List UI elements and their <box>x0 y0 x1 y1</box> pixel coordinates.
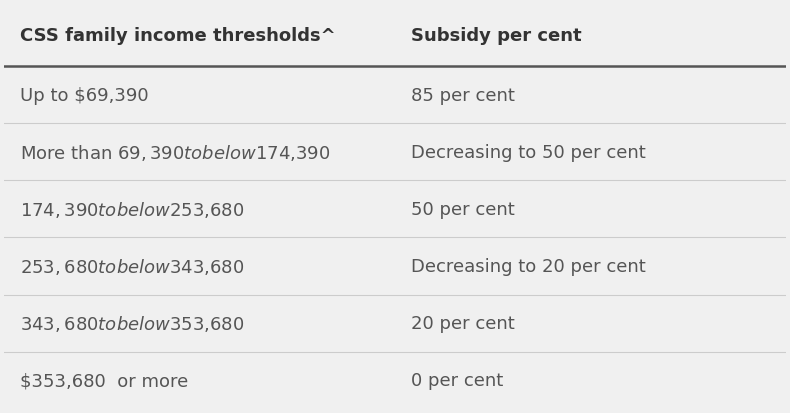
Text: 50 per cent: 50 per cent <box>411 200 514 218</box>
Text: Up to $69,390: Up to $69,390 <box>20 86 149 104</box>
Text: CSS family income thresholds^: CSS family income thresholds^ <box>20 26 336 45</box>
Text: 0 per cent: 0 per cent <box>411 371 503 389</box>
Text: $174,390 to below $253,680: $174,390 to below $253,680 <box>20 199 244 219</box>
Text: Subsidy per cent: Subsidy per cent <box>411 26 581 45</box>
Text: $253,680 to below $343,680: $253,680 to below $343,680 <box>20 256 244 276</box>
Text: 85 per cent: 85 per cent <box>411 86 514 104</box>
Text: $353,680  or more: $353,680 or more <box>20 371 188 389</box>
Text: More than $69,390 to below $174,390: More than $69,390 to below $174,390 <box>20 142 330 162</box>
Text: 20 per cent: 20 per cent <box>411 314 514 332</box>
Text: $343,680 to below $353,680: $343,680 to below $353,680 <box>20 313 244 333</box>
Text: Decreasing to 20 per cent: Decreasing to 20 per cent <box>411 257 645 275</box>
Text: Decreasing to 50 per cent: Decreasing to 50 per cent <box>411 143 645 161</box>
